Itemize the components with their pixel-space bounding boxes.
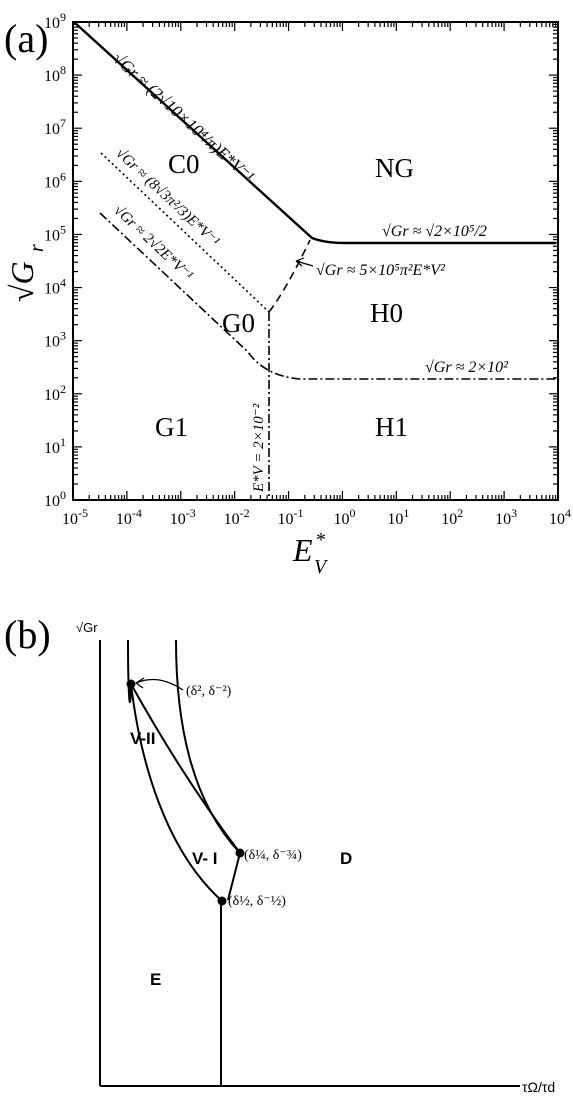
region-e: E (150, 970, 161, 989)
region-h1: H1 (375, 412, 408, 442)
x-tick-label: 102 (441, 506, 463, 528)
curve-ng-boundary (73, 21, 556, 245)
y-tick-label: 101 (44, 435, 66, 457)
y-tick-label: 109 (44, 10, 66, 32)
point-v2 (126, 679, 136, 689)
panel-b-regions: V-II V- I D E (130, 729, 352, 989)
region-d: D (340, 849, 352, 868)
region-v2: V-II (130, 729, 156, 748)
x-tick-label: 103 (495, 506, 517, 528)
svg-text:*: * (316, 529, 326, 551)
panel-b-xlabel: τΩ/τd (522, 1079, 555, 1095)
curve-dashed (268, 239, 311, 313)
svg-text:V: V (314, 556, 329, 578)
pointer-line (135, 678, 184, 691)
annotation-top-flat: √Gr ≈ √2×10⁵/2 (382, 223, 487, 240)
panel-a-curves (73, 21, 556, 500)
point-label-3: (δ½, δ⁻½) (228, 894, 286, 909)
annotation-dashed: √Gr ≈ 5×10⁵π²E*V² (316, 262, 446, 279)
x-tick-label: 101 (387, 506, 409, 528)
panel-b-label: (b) (4, 612, 51, 657)
y-tick-label: 103 (44, 329, 66, 351)
y-tick-label: 105 (44, 222, 66, 244)
point-label-1: (δ², δ⁻²) (186, 684, 232, 699)
curve-g0-upper (100, 152, 270, 313)
x-tick-label: 10-3 (170, 506, 196, 528)
region-ng: NG (375, 153, 414, 183)
annotation-vertical: E*V = 2×10⁻² (251, 403, 267, 493)
x-tick-label: 100 (333, 506, 355, 528)
y-tick-label: 107 (44, 116, 66, 138)
region-g1: G1 (155, 412, 188, 442)
svg-text:√G: √G (4, 261, 40, 302)
y-tick-label: 104 (44, 276, 66, 298)
panel-b-curves (99, 639, 520, 1087)
region-h0: H0 (370, 298, 403, 328)
panel-a-regions: C0 NG G0 H0 G1 H1 (155, 149, 414, 442)
arrow-head (295, 257, 305, 267)
panel-a-ticks (72, 21, 559, 501)
region-g0: G0 (222, 308, 255, 338)
region-c0: C0 (168, 149, 200, 179)
svg-text:r: r (26, 244, 48, 252)
x-tick-label: 10-2 (224, 506, 250, 528)
panel-a-xlabel: E * V (292, 529, 329, 578)
curve-g1-boundary (99, 212, 556, 380)
curve-v1-lower-right (227, 852, 241, 901)
arrow-line (295, 260, 314, 267)
curve-v-divider (130, 683, 241, 854)
point-label-2: (δ¼, δ⁻¾) (244, 848, 302, 863)
x-tick-label: 10-4 (116, 506, 142, 528)
panel-a-label: (a) (4, 16, 48, 61)
region-v1: V- I (192, 849, 218, 868)
x-tick-label: 10-5 (62, 506, 88, 528)
panel-a-x-tick-labels: 10-5 10-4 10-3 10-2 10-1 100 101 102 103 104 (62, 506, 571, 528)
annotation-low-flat: √Gr ≈ 2×10² (425, 359, 509, 376)
panel-a-ylabel: √G r (4, 244, 48, 302)
panel-a-frame (72, 21, 559, 501)
curve-right-boundary (175, 639, 241, 854)
y-tick-label: 108 (44, 63, 66, 85)
point-e (217, 896, 227, 906)
panel-b-points (126, 679, 245, 906)
x-tick-label: 10-1 (278, 506, 304, 528)
y-tick-label: 102 (44, 382, 66, 404)
panel-a-y-tick-labels: 109 108 107 106 105 104 103 102 101 100 (44, 10, 66, 510)
x-tick-label: 104 (549, 506, 571, 528)
svg-text:E: E (292, 532, 313, 568)
panel-b-ylabel: √Gr (76, 620, 98, 635)
panel-b-point-labels: (δ², δ⁻²) (δ¼, δ⁻¾) (δ½, δ⁻½) (186, 684, 302, 909)
pointer-head (135, 677, 145, 689)
y-tick-label: 100 (44, 488, 66, 510)
y-tick-label: 106 (44, 169, 66, 191)
point-v1 (235, 848, 245, 858)
